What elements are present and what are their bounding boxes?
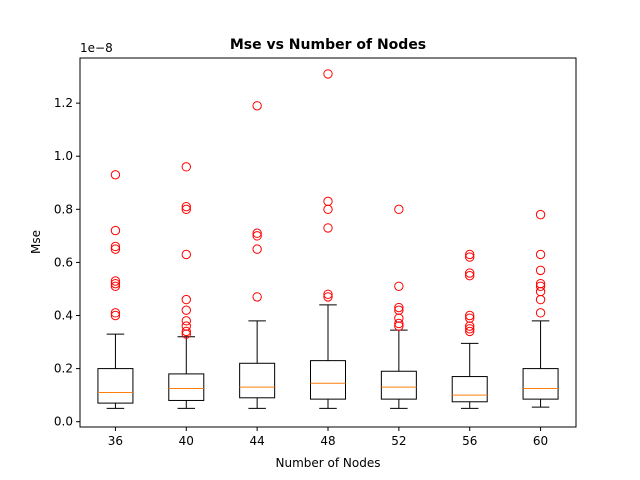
- outlier-point: [394, 321, 404, 331]
- box-iqr: [380, 370, 417, 400]
- x-tick-label: 44: [250, 434, 265, 448]
- box-iqr: [97, 368, 134, 404]
- outlier-point: [465, 252, 475, 262]
- outlier-point: [110, 281, 121, 292]
- y-scale-label: 1e−8: [80, 41, 113, 55]
- box-iqr: [239, 362, 276, 399]
- outlier-point: [465, 249, 475, 260]
- outlier-point: [323, 289, 333, 299]
- outlier-point: [465, 268, 475, 278]
- y-tick-label: 0.2: [54, 362, 73, 376]
- box-iqr: [310, 360, 346, 400]
- outlier-point: [110, 278, 121, 289]
- box-iqr: [168, 373, 205, 401]
- outlier-point: [535, 209, 546, 220]
- box-group-44: [239, 101, 276, 409]
- box-group-56: [451, 249, 488, 409]
- outlier-point: [535, 249, 546, 260]
- x-tick-label: 56: [462, 434, 477, 448]
- outlier-point: [535, 265, 546, 276]
- outlier-point: [110, 310, 121, 321]
- outlier-point: [252, 244, 262, 254]
- box-group-60: [522, 209, 559, 408]
- outlier-point: [110, 276, 121, 286]
- outlier-point: [110, 241, 121, 252]
- outlier-point: [110, 308, 121, 318]
- outlier-point: [323, 223, 333, 233]
- x-tick-label: 60: [533, 434, 548, 448]
- outlier-point: [323, 69, 333, 79]
- outlier-point: [252, 231, 262, 241]
- outlier-point: [181, 305, 191, 315]
- x-axis-label: Number of Nodes: [276, 456, 381, 470]
- outlier-point: [181, 294, 191, 305]
- x-tick-label: 48: [320, 434, 335, 448]
- plot-frame: [79, 57, 577, 428]
- outlier-point: [252, 292, 262, 302]
- outlier-point: [181, 326, 191, 337]
- outlier-point: [394, 318, 404, 329]
- outlier-point: [465, 310, 475, 321]
- outlier-point: [110, 170, 121, 180]
- outlier-point: [535, 294, 546, 305]
- y-tick-label: 0.4: [54, 309, 73, 323]
- y-axis-label: Mse: [29, 230, 43, 254]
- x-tick-label: 52: [391, 434, 406, 448]
- outlier-point: [394, 204, 404, 215]
- y-tick-label: 1.0: [54, 149, 73, 163]
- outlier-point: [535, 281, 546, 292]
- x-tick-label: 36: [108, 434, 123, 448]
- outlier-point: [110, 225, 121, 236]
- outlier-point: [465, 324, 475, 334]
- outlier-point: [181, 249, 191, 260]
- chart-title: Mse vs Number of Nodes: [230, 37, 426, 53]
- box-group-52: [380, 204, 417, 409]
- outlier-point: [535, 308, 546, 318]
- y-tick-label: 0.6: [54, 255, 73, 269]
- outlier-point: [181, 329, 191, 339]
- box-group-48: [310, 69, 346, 409]
- box-iqr: [522, 368, 559, 400]
- outlier-point: [465, 326, 475, 337]
- y-tick-label: 1.2: [54, 96, 73, 110]
- y-tick-label: 0.8: [54, 202, 73, 216]
- outlier-point: [394, 302, 404, 313]
- outlier-point: [181, 162, 191, 172]
- outlier-point: [110, 244, 121, 254]
- x-tick-label: 40: [179, 434, 194, 448]
- outlier-point: [181, 204, 191, 215]
- outlier-point: [252, 101, 262, 111]
- outlier-point: [323, 204, 333, 215]
- outlier-point: [181, 316, 191, 326]
- outlier-point: [323, 292, 333, 302]
- box-iqr: [451, 376, 488, 403]
- outlier-point: [394, 281, 404, 292]
- box-group-40: [168, 162, 205, 409]
- plot-content: 0.0 0.2 0.4 0.6 0.8 1.0 1.2 36 40 44 48 52 56 60: [54, 69, 559, 448]
- y-tick-label: 0.0: [54, 415, 73, 429]
- box-group-36: [97, 170, 134, 409]
- outlier-point: [465, 270, 475, 281]
- outlier-point: [252, 228, 262, 238]
- outlier-point: [465, 321, 475, 331]
- outlier-point: [181, 201, 191, 212]
